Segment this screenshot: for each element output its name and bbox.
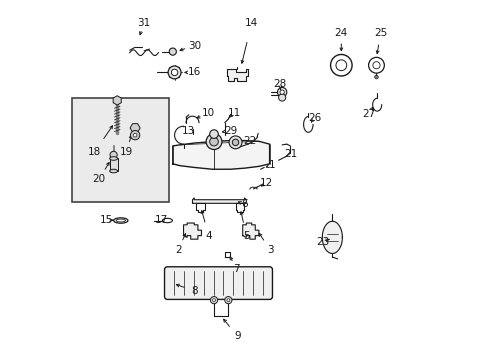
Circle shape <box>130 131 140 140</box>
Circle shape <box>226 299 229 302</box>
Text: 9: 9 <box>234 331 240 341</box>
Polygon shape <box>322 221 342 253</box>
Circle shape <box>110 151 117 158</box>
Circle shape <box>228 136 242 149</box>
Text: 19: 19 <box>119 147 133 157</box>
Text: 2: 2 <box>175 245 181 255</box>
Text: 20: 20 <box>93 174 105 184</box>
Ellipse shape <box>113 218 128 223</box>
Circle shape <box>209 137 218 146</box>
Text: 1: 1 <box>268 160 275 170</box>
Circle shape <box>335 60 346 71</box>
Circle shape <box>372 62 379 69</box>
Circle shape <box>171 69 178 76</box>
Circle shape <box>133 134 137 137</box>
Circle shape <box>224 297 231 304</box>
Bar <box>109 158 117 171</box>
Polygon shape <box>192 198 246 203</box>
Circle shape <box>330 54 351 76</box>
Polygon shape <box>183 223 201 239</box>
Circle shape <box>169 48 176 55</box>
Circle shape <box>168 66 181 79</box>
Text: 26: 26 <box>307 113 321 123</box>
Circle shape <box>280 90 284 94</box>
Text: 18: 18 <box>88 147 101 157</box>
Circle shape <box>232 139 238 145</box>
Ellipse shape <box>109 169 117 173</box>
Text: 30: 30 <box>187 41 201 50</box>
Circle shape <box>206 134 222 149</box>
Circle shape <box>374 75 378 79</box>
Polygon shape <box>242 223 258 239</box>
Circle shape <box>210 297 217 304</box>
Circle shape <box>368 57 384 73</box>
Text: 8: 8 <box>191 286 198 296</box>
Ellipse shape <box>109 157 117 160</box>
Text: 22: 22 <box>243 136 256 146</box>
Text: 17: 17 <box>154 215 167 225</box>
Text: 27: 27 <box>362 109 375 119</box>
Text: 16: 16 <box>187 67 201 77</box>
Circle shape <box>209 130 218 138</box>
Text: 25: 25 <box>373 28 386 38</box>
Text: 12: 12 <box>260 178 273 188</box>
Text: 13: 13 <box>182 126 195 135</box>
Text: 15: 15 <box>100 215 113 225</box>
Text: 7: 7 <box>233 264 240 274</box>
Text: 29: 29 <box>224 126 237 135</box>
Text: 31: 31 <box>137 18 150 28</box>
Ellipse shape <box>162 219 172 223</box>
Text: 11: 11 <box>227 108 241 118</box>
Text: 6: 6 <box>241 199 247 210</box>
Polygon shape <box>226 69 247 81</box>
Text: 4: 4 <box>205 231 211 240</box>
Ellipse shape <box>116 219 125 222</box>
Text: 23: 23 <box>315 237 328 247</box>
Text: 21: 21 <box>284 149 297 159</box>
Text: 5: 5 <box>243 231 249 240</box>
Text: 24: 24 <box>334 28 347 38</box>
Circle shape <box>212 299 215 302</box>
Circle shape <box>277 87 286 97</box>
Text: 3: 3 <box>266 245 273 255</box>
Bar <box>72 98 169 202</box>
FancyBboxPatch shape <box>164 267 272 300</box>
Text: 28: 28 <box>273 79 286 89</box>
Text: 10: 10 <box>201 108 214 118</box>
Polygon shape <box>172 140 269 169</box>
Circle shape <box>278 94 285 101</box>
Text: 14: 14 <box>244 18 258 28</box>
